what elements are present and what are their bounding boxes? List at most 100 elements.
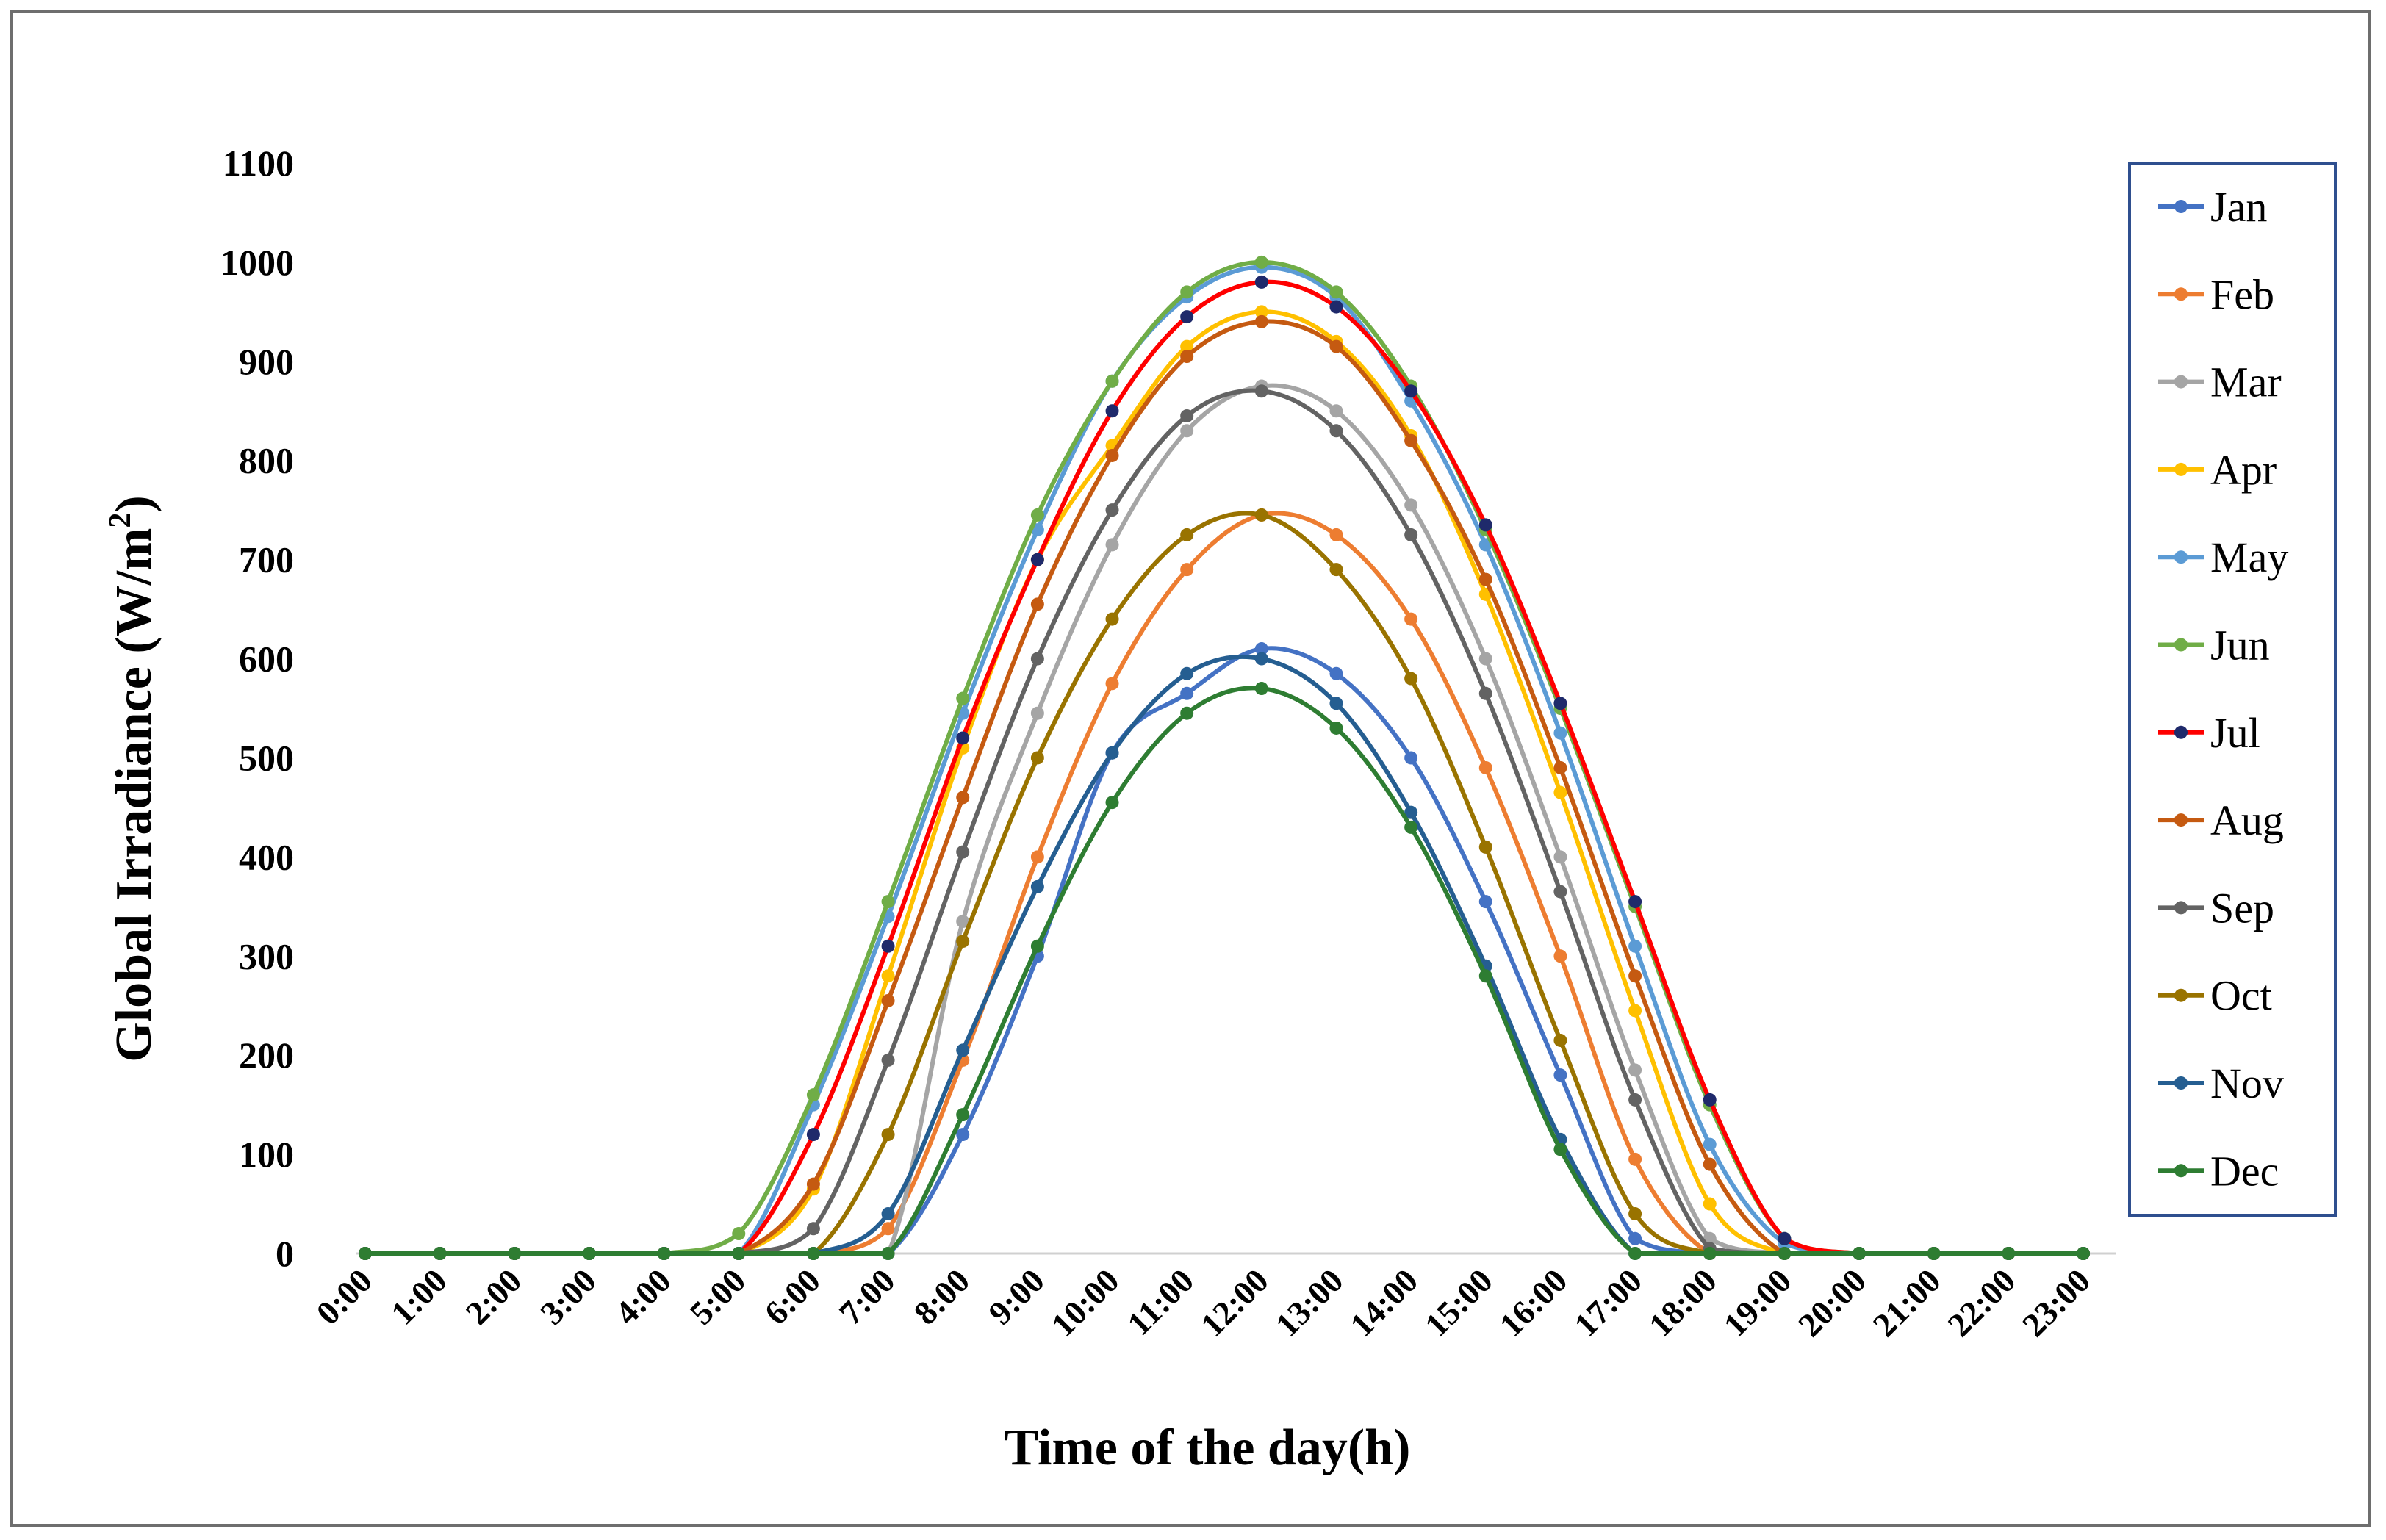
data-point-aug: [1329, 339, 1343, 353]
data-point-dec: [1478, 969, 1492, 983]
legend-label: May: [2210, 533, 2288, 581]
x-tick-label: 11:00: [1120, 1262, 1201, 1342]
data-point-jul: [956, 731, 970, 745]
series-oct: [359, 508, 2090, 1260]
data-point-jan: [1254, 642, 1268, 656]
y-axis-title: Global Irradiance (W/m2): [104, 495, 162, 1062]
legend-swatch-marker: [2174, 287, 2188, 301]
y-tick-label: 100: [239, 1134, 294, 1175]
data-point-jan: [956, 1128, 970, 1142]
x-tick-label: 17:00: [1567, 1262, 1649, 1344]
data-point-mar: [1105, 538, 1119, 552]
data-point-apr: [1703, 1197, 1717, 1211]
series-line-jan: [365, 646, 2083, 1256]
legend-label: Dec: [2210, 1147, 2279, 1195]
y-tick-label: 900: [239, 341, 294, 382]
x-tick-label: 1:00: [384, 1262, 454, 1332]
data-point-dec: [1030, 939, 1044, 953]
y-tick-label: 200: [239, 1035, 294, 1076]
x-tick-label: 9:00: [981, 1262, 1052, 1332]
data-point-dec: [1927, 1247, 1941, 1260]
y-tick-label: 1000: [220, 242, 294, 283]
data-point-jun: [956, 691, 970, 705]
x-axis-ticks: 0:00 1:00 2:00 3:00 4:00 5:00 6:00 7:00 8:00 9:00…: [309, 1262, 2097, 1344]
data-point-jul: [1180, 310, 1194, 324]
data-point-sep: [1030, 652, 1044, 666]
data-point-feb: [1478, 760, 1492, 774]
data-point-oct: [1478, 840, 1492, 854]
data-point-dec: [1553, 1143, 1567, 1156]
data-point-nov: [1105, 746, 1119, 760]
data-point-may: [1553, 726, 1567, 740]
data-point-dec: [359, 1247, 372, 1260]
legend-label: Oct: [2210, 972, 2272, 1020]
legend-item-sep: Sep: [2158, 884, 2274, 932]
data-point-apr: [881, 969, 895, 983]
series-may: [359, 260, 2090, 1260]
data-point-nov: [1030, 879, 1044, 893]
legend-label: Nov: [2210, 1059, 2284, 1107]
legend-item-jan: Jan: [2158, 183, 2267, 231]
legend-swatch-marker: [2174, 462, 2188, 476]
legend-item-apr: Apr: [2158, 446, 2277, 494]
data-point-aug: [1105, 448, 1119, 462]
x-tick-label: 20:00: [1791, 1262, 1873, 1344]
legend-item-jul: Jul: [2158, 709, 2260, 757]
data-point-jun: [1105, 374, 1119, 388]
data-point-feb: [1180, 563, 1194, 577]
data-point-aug: [1628, 969, 1642, 983]
series-line-oct: [365, 511, 2083, 1256]
legend-swatch-marker: [2174, 200, 2188, 213]
data-point-nov: [1329, 697, 1343, 710]
y-tick-label: 600: [239, 638, 294, 680]
data-point-sep: [1180, 409, 1194, 423]
data-point-dec: [657, 1247, 671, 1260]
data-point-mar: [1553, 850, 1567, 864]
legend-items: Jan Feb Mar Apr May Jun Jul Aug Sep Oct Nov Dec: [2158, 183, 2288, 1195]
data-point-dec: [1254, 682, 1268, 696]
legend-swatch-marker: [2174, 375, 2188, 389]
data-point-feb: [1404, 612, 1418, 626]
data-point-jun: [806, 1088, 820, 1102]
data-point-dec: [2002, 1247, 2016, 1260]
legend-swatch-marker: [2174, 1164, 2188, 1178]
data-point-jul: [1329, 300, 1343, 314]
series-apr: [359, 305, 2090, 1260]
legend-label: Feb: [2210, 270, 2274, 318]
data-point-jun: [1180, 285, 1194, 299]
data-point-mar: [1628, 1063, 1642, 1077]
data-point-apr: [1180, 339, 1194, 353]
data-point-nov: [956, 1043, 970, 1057]
x-tick-label: 2:00: [459, 1262, 529, 1332]
series-line-dec: [365, 686, 2083, 1256]
series-jun: [359, 255, 2090, 1260]
series-aug: [359, 314, 2090, 1260]
data-point-dec: [1329, 721, 1343, 735]
x-tick-label: 4:00: [608, 1262, 678, 1332]
data-point-jun: [732, 1227, 746, 1241]
series-lines: [359, 255, 2090, 1260]
series-line-sep: [365, 388, 2083, 1256]
data-point-jan: [1329, 666, 1343, 680]
data-point-mar: [1030, 706, 1044, 720]
data-point-aug: [1180, 350, 1194, 364]
legend-swatch-marker: [2174, 813, 2188, 827]
data-point-dec: [1628, 1247, 1642, 1260]
legend-item-aug: Aug: [2158, 796, 2284, 844]
data-point-mar: [1329, 404, 1343, 418]
series-dec: [359, 682, 2090, 1260]
data-point-aug: [1478, 572, 1492, 586]
data-point-sep: [806, 1222, 820, 1236]
data-point-dec: [1180, 706, 1194, 720]
data-point-dec: [956, 1108, 970, 1122]
data-point-oct: [1030, 751, 1044, 765]
x-tick-label: 14:00: [1343, 1262, 1425, 1344]
data-point-nov: [881, 1207, 895, 1221]
data-point-jul: [1030, 553, 1044, 566]
chart-frame: [10, 10, 2371, 1527]
y-axis-title-close: ): [106, 495, 162, 512]
legend: Jan Feb Mar Apr May Jun Jul Aug Sep Oct Nov Dec: [2128, 162, 2337, 1217]
x-tick-label: 0:00: [309, 1262, 379, 1332]
x-tick-label: 12:00: [1193, 1262, 1276, 1344]
x-tick-label: 16:00: [1492, 1262, 1575, 1344]
